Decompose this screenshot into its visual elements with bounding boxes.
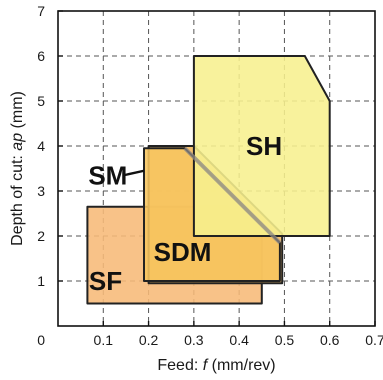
y-ticks: 1 2 3 4 5 6 7 (37, 3, 63, 289)
x-axis-title-var: f (203, 357, 209, 374)
y-tick-label-5: 6 (37, 48, 45, 64)
region-label-sdm: SDM (154, 237, 212, 267)
y-axis-title-suffix: (mm) (9, 91, 26, 133)
x-tick-label-0: 0.1 (94, 332, 114, 348)
y-tick-label-1: 2 (37, 228, 45, 244)
x-tick-label-6: 0.7 (365, 332, 383, 348)
x-ticks: 0.1 0.2 0.3 0.4 0.5 0.6 0.7 (94, 321, 383, 348)
origin-label: 0 (37, 332, 45, 348)
y-tick-label-6: 7 (37, 3, 45, 19)
x-tick-label-2: 0.3 (184, 332, 204, 348)
region-label-sm: SM (88, 160, 127, 190)
y-axis-title-prefix: Depth of cut: (9, 151, 26, 246)
x-tick-label-5: 0.6 (320, 332, 340, 348)
y-tick-label-0: 1 (37, 273, 45, 289)
y-axis-title-var: ap (9, 133, 26, 151)
y-tick-label-4: 5 (37, 93, 45, 109)
y-axis-title: Depth of cut: ap (mm) (9, 91, 26, 246)
x-tick-label-4: 0.5 (275, 332, 295, 348)
x-axis-title-prefix: Feed: (157, 357, 202, 374)
region-labels: SH SDM SF SM (88, 131, 282, 296)
y-tick-label-3: 4 (37, 138, 45, 154)
x-tick-label-1: 0.2 (139, 332, 159, 348)
x-axis-title-suffix: (mm/rev) (207, 357, 275, 374)
region-polygons (86, 55, 331, 305)
region-sm-diagonal-edge (183, 146, 282, 245)
sm-pointer-line (123, 169, 145, 177)
x-axis-title: Feed: f (mm/rev) (157, 357, 275, 374)
region-label-sf: SF (89, 266, 122, 296)
plot-frame (57, 10, 376, 327)
region-label-sh: SH (246, 131, 282, 161)
y-tick-label-2: 3 (37, 183, 45, 199)
x-tick-label-3: 0.4 (229, 332, 249, 348)
